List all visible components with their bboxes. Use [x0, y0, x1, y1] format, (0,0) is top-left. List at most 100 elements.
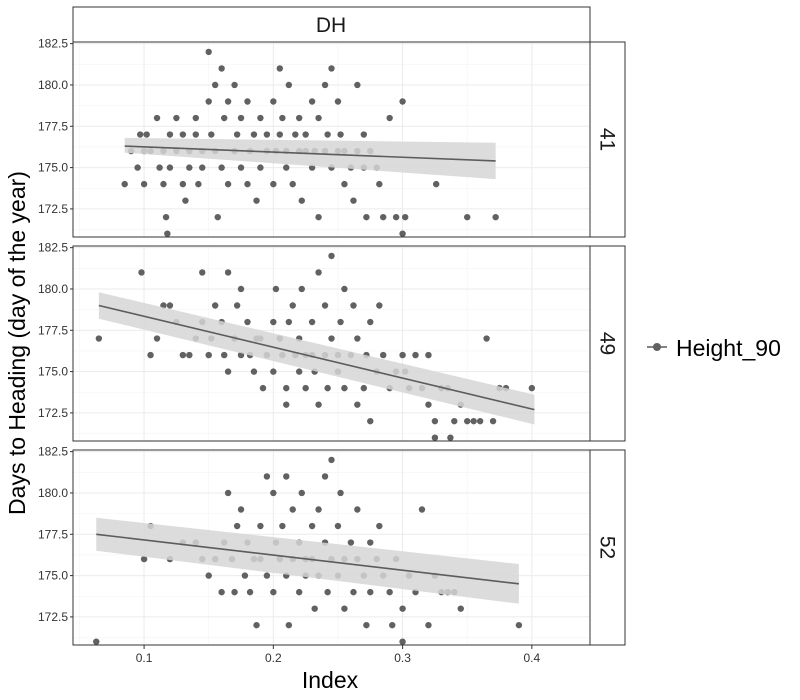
data-point	[363, 213, 370, 221]
data-point	[166, 302, 174, 309]
data-point	[244, 98, 251, 105]
data-point	[93, 638, 100, 645]
data-point	[156, 164, 163, 171]
panel-49: 172.5 175.0 177.5 180.0 182.5 49	[38, 241, 626, 442]
data-point	[153, 335, 161, 342]
data-point	[298, 197, 305, 204]
data-point	[354, 401, 361, 408]
data-point	[140, 180, 148, 188]
data-point	[179, 351, 187, 359]
y-tick-label: 182.5	[38, 37, 68, 51]
data-point	[253, 621, 260, 629]
data-point	[121, 180, 128, 188]
confidence-ribbon	[98, 292, 535, 425]
data-point	[244, 180, 251, 188]
data-point	[218, 588, 225, 596]
data-point	[289, 302, 296, 309]
panels-layer: 172.5 175.0 177.5 180.0 182.5 41 172.5 175.0 177…	[38, 37, 626, 646]
data-point	[399, 230, 406, 237]
data-point	[292, 131, 299, 138]
data-point	[237, 164, 245, 171]
data-point	[425, 401, 432, 408]
data-point	[270, 180, 277, 188]
y-tick-label: 182.5	[38, 445, 68, 459]
data-point	[263, 131, 271, 138]
data-point	[425, 351, 432, 359]
data-point	[321, 473, 329, 480]
confidence-ribbon	[124, 137, 496, 180]
facet-strip-label: 49	[596, 332, 619, 355]
data-point	[324, 131, 331, 138]
data-point	[224, 98, 232, 105]
data-point	[315, 213, 322, 221]
data-point	[164, 230, 171, 237]
x-tick-label: 0.1	[136, 651, 153, 665]
data-point	[224, 180, 232, 188]
data-point	[341, 384, 348, 392]
panel-52: 172.5 175.0 177.5 180.0 182.5 52	[38, 445, 626, 646]
data-point	[259, 384, 267, 392]
data-point	[464, 417, 471, 425]
y-tick-label: 177.5	[38, 119, 68, 133]
data-point	[162, 213, 170, 221]
data-point	[328, 252, 335, 260]
legend-entry-label: Height_90	[676, 335, 781, 361]
data-point	[237, 285, 245, 293]
data-point	[231, 588, 238, 596]
data-point	[208, 131, 215, 138]
data-point	[295, 368, 303, 375]
legend-key-point	[653, 343, 661, 351]
x-axis: 0.1 0.2 0.3 0.4	[136, 645, 541, 665]
facet-strip-label: 41	[596, 128, 619, 151]
facet-strip-label: 52	[596, 536, 619, 559]
data-point	[399, 98, 406, 105]
data-point	[308, 98, 316, 105]
data-point	[321, 302, 329, 309]
data-point	[399, 605, 406, 612]
data-point	[237, 506, 245, 513]
data-point	[315, 114, 322, 122]
data-point	[328, 456, 335, 464]
data-point	[289, 180, 296, 188]
fit-line	[124, 145, 496, 162]
data-point	[324, 588, 331, 596]
data-point	[308, 522, 316, 530]
data-point	[399, 351, 406, 359]
data-point	[470, 417, 477, 425]
data-point	[295, 114, 303, 122]
data-point	[311, 605, 318, 612]
data-point	[432, 180, 440, 188]
data-point	[221, 114, 228, 122]
data-point	[173, 114, 180, 122]
data-point	[270, 588, 277, 596]
data-point	[308, 318, 316, 326]
data-point	[425, 621, 432, 629]
top-strip: DH	[72, 6, 591, 43]
data-point	[337, 131, 344, 138]
data-point	[283, 473, 290, 480]
data-point	[160, 180, 167, 188]
data-point	[401, 213, 409, 221]
data-point	[367, 539, 374, 546]
data-point	[257, 522, 264, 530]
data-point	[270, 98, 277, 105]
data-point	[376, 302, 383, 309]
y-tick-label: 180.0	[38, 78, 68, 92]
data-point	[334, 98, 342, 105]
data-point	[431, 417, 439, 425]
data-point	[241, 572, 249, 579]
y-tick-label: 172.5	[38, 406, 68, 420]
data-point	[431, 434, 439, 441]
data-point	[160, 302, 167, 309]
data-point	[285, 81, 293, 89]
data-point	[489, 417, 497, 425]
data-point	[231, 81, 238, 89]
data-point	[451, 417, 458, 425]
data-point	[447, 434, 454, 441]
top-strip-label: DH	[316, 14, 346, 37]
data-point	[153, 114, 161, 122]
data-point	[328, 65, 335, 72]
data-point	[328, 335, 335, 342]
data-point	[337, 489, 344, 497]
